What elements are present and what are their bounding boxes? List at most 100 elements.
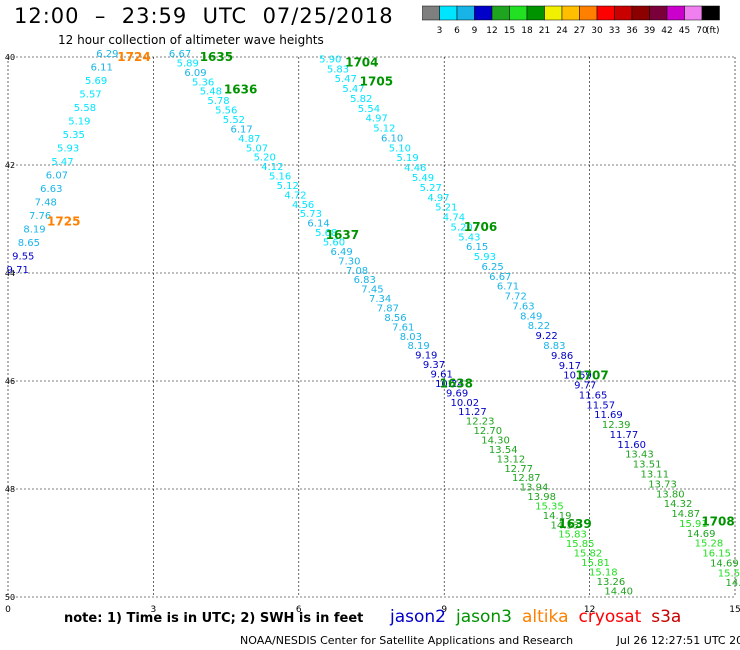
color-scale-legend: 3 6 9 12 15 18 21 24 27 30 33 36 39 42 45 70(ft)	[422, 5, 720, 36]
swh-value-label: 5.35	[63, 130, 85, 141]
swh-value-label: 4.87	[238, 134, 260, 145]
swh-value-label: 11.77	[610, 430, 639, 441]
swh-value-label: 14.19	[543, 511, 572, 522]
swh-value-label: 5.78	[207, 96, 229, 107]
swh-value-label: 15.91	[679, 519, 708, 530]
swh-value-label: 15.85	[566, 539, 595, 550]
pass-time-label: 1637	[326, 228, 359, 242]
swh-value-label: 14.30	[481, 435, 510, 446]
x-tick-label: 0	[5, 605, 11, 615]
legend-jason2: jason2	[390, 607, 446, 627]
swh-value-label: 8.19	[407, 341, 429, 352]
pass-time-label: 1707	[575, 369, 608, 383]
swh-value-label: 4.46	[404, 163, 426, 174]
footer-credit: NOAA/NESDIS Center for Satellite Applica…	[240, 634, 574, 647]
swh-value-label: 5.20	[254, 153, 276, 164]
swh-value-label: 5.47	[51, 157, 73, 168]
pass-time-label: 1638	[440, 377, 473, 391]
swh-value-label: 5.20	[451, 222, 473, 233]
scale-label: 36	[626, 26, 638, 36]
swh-value-label: 5.36	[192, 77, 214, 88]
swh-value-label: 12.23	[466, 417, 495, 428]
swh-value-label: 13.80	[656, 489, 685, 500]
swh-value-label: 14.69	[710, 558, 739, 569]
swh-value-label: 5.49	[412, 173, 434, 184]
swh-value-label: 5.69	[85, 76, 107, 87]
swh-value-label: 14.33	[550, 520, 579, 531]
swh-value-label: 6.09	[184, 68, 206, 79]
x-tick-label: 3	[151, 605, 157, 615]
swh-value-label: 14.76	[726, 578, 740, 589]
swh-value-label: 6.83	[354, 275, 376, 286]
scale-swatch	[701, 5, 720, 21]
satellite-legend: jason2 jason3 altika cryosat s3a	[390, 607, 691, 627]
swh-value-label: 8.19	[23, 225, 45, 236]
swh-value-label: 7.61	[392, 322, 414, 333]
swh-value-label: 6.67	[169, 49, 191, 60]
swh-value-label: 13.51	[633, 460, 662, 471]
swh-value-label: 7.76	[29, 211, 51, 222]
scale-label: 33	[609, 26, 620, 36]
swh-value-label: 5.21	[435, 203, 457, 214]
scale-label: 27	[574, 26, 585, 36]
x-tick-label: 9	[441, 605, 447, 615]
scale-label: 15	[504, 26, 515, 36]
swh-value-label: 10.02	[450, 398, 479, 409]
y-tick-label: 50	[5, 593, 15, 602]
swh-value-label: 9.61	[431, 369, 453, 380]
swh-value-label: 8.49	[520, 311, 542, 322]
scale-label: 39	[644, 26, 656, 36]
swh-value-label: 6.63	[40, 184, 62, 195]
swh-value-label: 15.18	[589, 567, 618, 578]
swh-value-label: 4.97	[366, 114, 388, 125]
swh-value-label: 8.22	[528, 321, 550, 332]
swh-value-label: 13.43	[625, 450, 654, 461]
legend-s3a: s3a	[651, 607, 682, 627]
swh-value-label: 5.43	[458, 232, 480, 243]
swh-value-label: 13.98	[527, 492, 556, 503]
swh-value-label: 13.94	[520, 483, 549, 494]
scale-label: 45	[679, 26, 690, 36]
swh-value-label: 5.10	[389, 143, 411, 154]
swh-value-label: 9.55	[12, 252, 34, 263]
swh-value-label: 10.59	[563, 371, 592, 382]
swh-value-label: 4.74	[443, 213, 465, 224]
swh-value-label: 7.48	[35, 198, 57, 209]
swh-value-label: 5.58	[74, 103, 96, 114]
footer: NOAA/NESDIS Center for Satellite Applica…	[240, 634, 740, 647]
swh-value-label: 6.07	[46, 171, 68, 182]
swh-value-label: 13.73	[648, 479, 677, 490]
swh-value-label: 5.47	[342, 84, 364, 95]
swh-value-label: 5.12	[373, 124, 395, 135]
swh-value-label: 11.27	[458, 407, 487, 418]
swh-value-label: 11.57	[586, 400, 615, 411]
swh-value-label: 5.60	[323, 238, 345, 249]
swh-value-label: 10.24	[435, 379, 464, 390]
swh-value-label: 12.70	[474, 426, 503, 437]
swh-value-label: 5.82	[350, 94, 372, 105]
scale-label: 3	[437, 26, 443, 36]
swh-value-label: 15.56	[718, 568, 740, 579]
swh-value-label: 5.07	[246, 143, 268, 154]
page-title: 12:00 – 23:59 UTC 07/25/2018	[14, 4, 394, 28]
swh-value-label: 5.54	[358, 104, 380, 115]
pass-time-label: 1725	[47, 215, 80, 229]
swh-value-label: 7.63	[512, 301, 534, 312]
scale-unit: (ft)	[706, 26, 720, 36]
swh-value-label: 9.86	[551, 351, 573, 362]
swh-value-label: 5.19	[68, 117, 90, 128]
swh-value-label: 9.37	[423, 360, 445, 371]
note-text: note: 1) Time is in UTC; 2) SWH is in fe…	[64, 611, 364, 626]
swh-value-label: 14.32	[664, 499, 693, 510]
swh-value-label: 11.60	[617, 440, 646, 451]
swh-value-label: 9.69	[446, 388, 468, 399]
swh-value-label: 14.40	[604, 586, 633, 597]
swh-value-label: 8.83	[543, 341, 565, 352]
swh-value-label: 15.81	[581, 558, 610, 569]
swh-value-label: 7.72	[505, 292, 527, 303]
x-tick-label: 15	[729, 605, 740, 615]
pass-time-label: 1706	[464, 220, 497, 234]
y-tick-label: 46	[5, 377, 15, 386]
swh-value-label: 7.30	[338, 256, 360, 267]
